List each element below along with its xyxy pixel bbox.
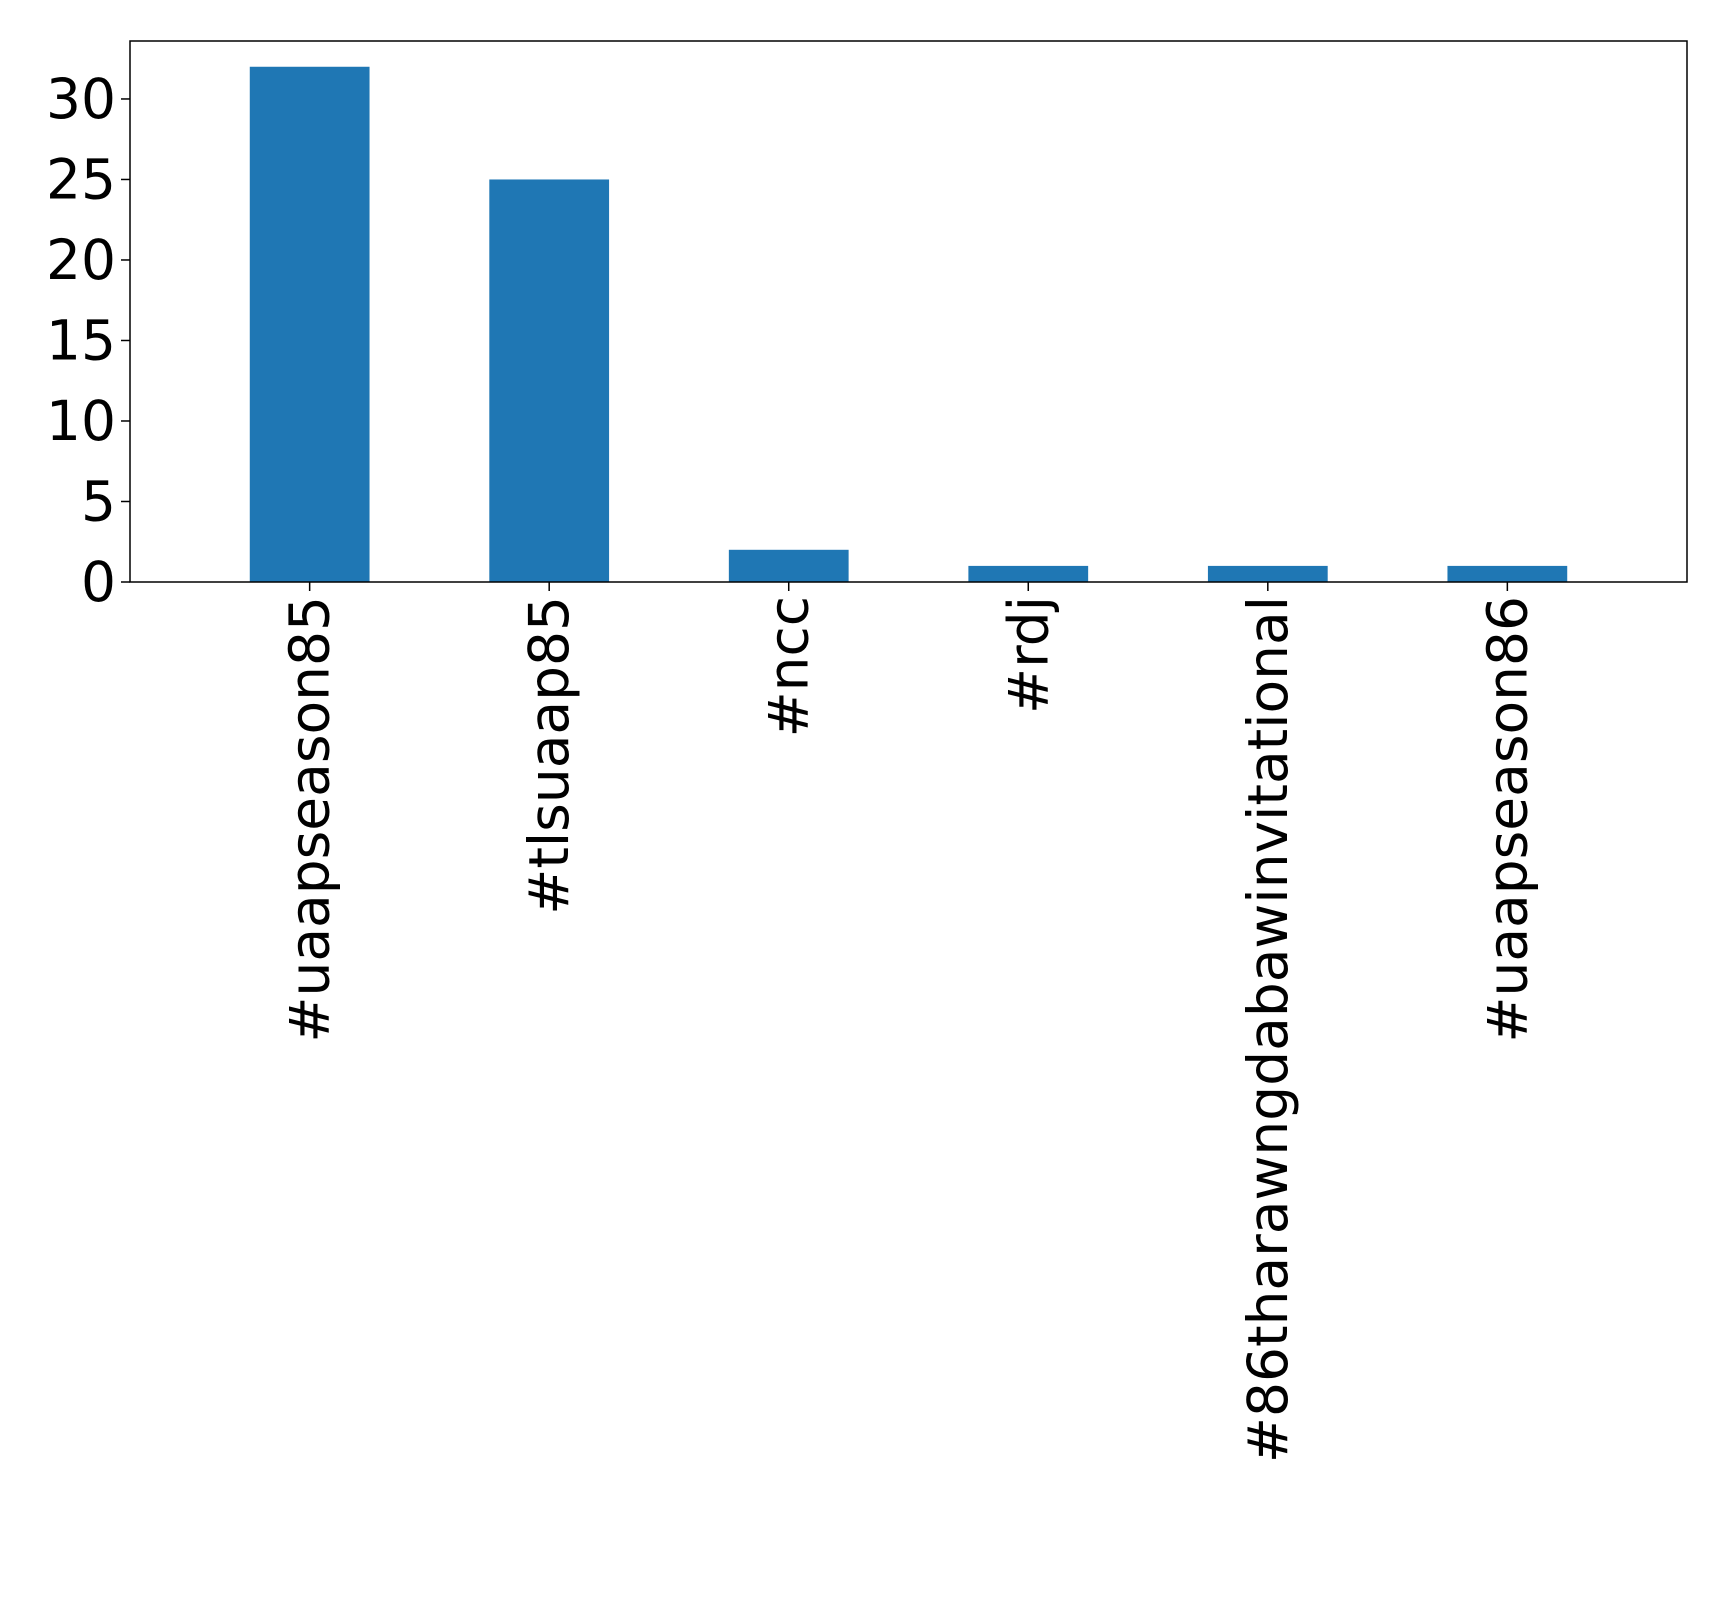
x-tick-label: #86tharawngdabawinvitational [1236, 596, 1300, 1463]
x-tick-label: #uaapseason85 [278, 596, 342, 1043]
bar [1207, 565, 1328, 582]
y-tick-label: 30 [46, 67, 116, 131]
y-axis: 0 5 10 15 20 25 30 [46, 67, 130, 614]
x-tick-label: #uaapseason86 [1475, 596, 1539, 1043]
y-tick-label: 5 [81, 469, 116, 533]
y-tick-label: 20 [46, 228, 116, 292]
bar [489, 179, 610, 582]
plot-frame [129, 40, 1688, 583]
x-tick-label: #rdj [996, 596, 1060, 714]
bar [249, 66, 370, 582]
y-tick-label: 10 [46, 389, 116, 453]
y-tick-label: 15 [46, 308, 116, 372]
bar [1447, 565, 1568, 582]
bar [968, 565, 1089, 582]
x-tick-label: #ncc [757, 596, 821, 737]
bar [728, 549, 849, 582]
y-tick-label: 0 [81, 550, 116, 614]
x-axis: #uaapseason85 #tlsuaap85 #ncc #rdj #86tharaw… [278, 582, 1539, 1463]
x-tick-label: #tlsuaap85 [517, 596, 581, 915]
bars-group [249, 66, 1568, 582]
y-tick-label: 25 [46, 147, 116, 211]
